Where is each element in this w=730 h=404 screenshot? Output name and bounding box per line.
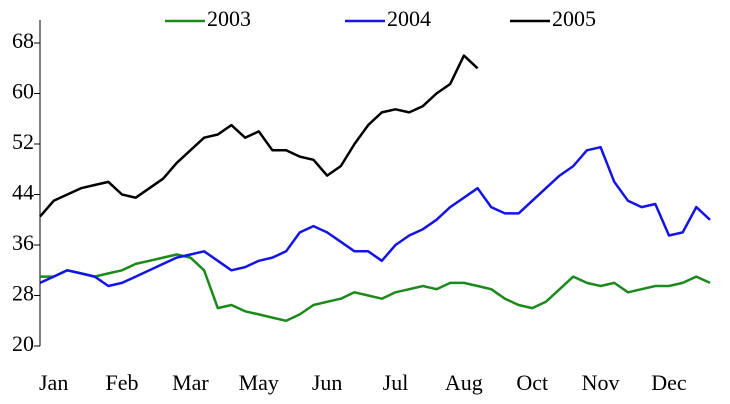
y-tick-label: 68 (12, 28, 34, 53)
x-tick-label: Nov (582, 370, 620, 395)
x-tick-label: Jan (39, 370, 68, 395)
y-tick-label: 52 (12, 129, 34, 154)
x-tick-label: Jun (312, 370, 343, 395)
series-line (39, 54, 479, 218)
y-tick-label: 28 (12, 281, 34, 306)
x-tick-label: Mar (172, 370, 209, 395)
x-tick-label: Dec (651, 370, 687, 395)
y-tick-label: 44 (12, 180, 34, 205)
x-tick-label: May (239, 370, 279, 395)
x-tick-label: Jul (383, 370, 409, 395)
series-line (40, 253, 711, 323)
series-line (39, 145, 711, 288)
y-tick-label: 60 (12, 79, 34, 104)
x-tick-label: Feb (106, 370, 139, 395)
legend-label: 2004 (387, 6, 431, 31)
y-tick-label: 36 (12, 230, 34, 255)
legend-label: 2005 (552, 6, 596, 31)
x-tick-label: Aug (445, 370, 483, 395)
y-tick-label: 20 (12, 331, 34, 356)
legend-label: 2003 (207, 6, 251, 31)
x-tick-label: Oct (516, 370, 548, 395)
